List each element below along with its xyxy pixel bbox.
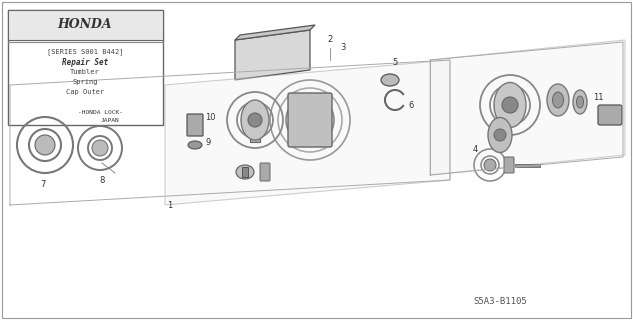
- Text: Spring: Spring: [72, 79, 97, 85]
- Ellipse shape: [577, 96, 584, 108]
- Bar: [8, 10, 163, 40]
- Ellipse shape: [547, 84, 569, 116]
- Polygon shape: [165, 60, 450, 205]
- Bar: [250, 134, 260, 142]
- Text: 9: 9: [205, 138, 210, 147]
- Text: 6: 6: [408, 101, 413, 110]
- Text: 4: 4: [472, 145, 478, 154]
- Text: 10: 10: [205, 113, 215, 122]
- Text: S5A3-B1105: S5A3-B1105: [473, 298, 527, 307]
- FancyBboxPatch shape: [260, 163, 270, 181]
- Ellipse shape: [502, 97, 518, 113]
- Text: [SERIES S001 B442]: [SERIES S001 B442]: [47, 49, 123, 55]
- Ellipse shape: [494, 83, 526, 127]
- Text: Repair Set: Repair Set: [62, 58, 108, 67]
- Ellipse shape: [188, 141, 202, 149]
- Text: Tumbler: Tumbler: [70, 69, 100, 75]
- Circle shape: [484, 159, 496, 171]
- Polygon shape: [430, 40, 625, 175]
- Text: 1: 1: [167, 201, 173, 210]
- Circle shape: [35, 135, 55, 155]
- Text: 5: 5: [392, 58, 398, 67]
- Text: Cap Outer: Cap Outer: [66, 89, 104, 95]
- Text: -HONDA LOCK-: -HONDA LOCK-: [77, 109, 123, 115]
- FancyBboxPatch shape: [8, 10, 163, 125]
- Ellipse shape: [381, 74, 399, 86]
- Ellipse shape: [494, 129, 506, 141]
- Ellipse shape: [248, 113, 262, 127]
- Circle shape: [92, 140, 108, 156]
- Text: 2: 2: [327, 35, 332, 44]
- FancyBboxPatch shape: [288, 93, 332, 147]
- Text: JAPAN: JAPAN: [101, 117, 120, 123]
- Text: HONDA: HONDA: [58, 18, 112, 30]
- Text: 3: 3: [340, 43, 346, 52]
- Polygon shape: [235, 25, 315, 40]
- Bar: [242, 167, 248, 177]
- FancyBboxPatch shape: [504, 157, 514, 173]
- Ellipse shape: [236, 165, 254, 179]
- Ellipse shape: [488, 117, 512, 153]
- Ellipse shape: [241, 100, 269, 140]
- Text: 11: 11: [592, 93, 603, 102]
- Bar: [515, 164, 540, 167]
- Polygon shape: [235, 30, 310, 80]
- Text: 7: 7: [41, 180, 46, 189]
- FancyBboxPatch shape: [187, 114, 203, 136]
- FancyBboxPatch shape: [598, 105, 622, 125]
- Ellipse shape: [573, 90, 587, 114]
- Text: 8: 8: [99, 176, 104, 185]
- Ellipse shape: [553, 92, 563, 108]
